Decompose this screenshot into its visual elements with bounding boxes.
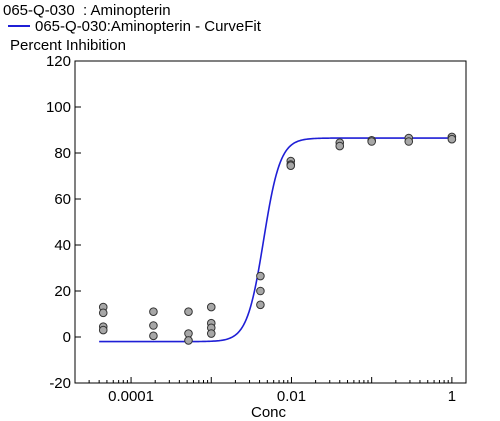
- legend-item-curvefit: 065-Q-030:Aminopterin - CurveFit: [8, 18, 261, 36]
- y-tick-label: 60: [54, 191, 71, 208]
- data-points: [98, 132, 457, 345]
- y-tick-label: 20: [54, 283, 71, 300]
- data-point: [98, 325, 108, 335]
- data-point: [184, 336, 193, 345]
- y-tick-label: 40: [54, 237, 71, 254]
- data-point: [256, 300, 265, 310]
- legend-label: 065-Q-030:Aminopterin - CurveFit: [35, 18, 261, 35]
- y-tick-label: 0: [63, 329, 71, 346]
- data-point: [286, 161, 296, 170]
- y-tick-label: 80: [54, 145, 71, 162]
- data-point: [206, 302, 216, 312]
- data-point: [447, 134, 457, 144]
- data-point: [367, 137, 376, 146]
- y-axis: -20 0 20 40 60 80 100 120: [46, 53, 81, 392]
- data-point: [404, 137, 414, 146]
- x-tick-label: 1: [448, 388, 456, 405]
- data-point: [149, 331, 158, 341]
- y-tick-label: 100: [46, 99, 71, 116]
- fit-curve: [99, 137, 454, 343]
- chart-title: 065-Q-030 : Aminopterin: [3, 2, 171, 19]
- y-tick-label: 120: [46, 53, 71, 70]
- data-point: [184, 307, 193, 317]
- x-axis-label: Conc: [251, 404, 287, 421]
- data-point: [98, 308, 108, 318]
- plot-frame: [74, 60, 467, 384]
- y-axis-label: Percent Inhibition: [10, 37, 126, 54]
- x-axis: 0.0001 0.01 1: [74, 377, 456, 405]
- data-point: [149, 321, 158, 330]
- x-tick-label: 0.0001: [108, 388, 154, 405]
- data-point: [206, 329, 216, 338]
- legend-line-swatch: [8, 25, 30, 28]
- y-tick-label: -20: [49, 375, 71, 392]
- data-point: [256, 271, 265, 281]
- data-point: [149, 307, 158, 317]
- data-point: [256, 286, 265, 296]
- data-point: [335, 141, 345, 151]
- x-tick-label: 0.01: [277, 388, 306, 405]
